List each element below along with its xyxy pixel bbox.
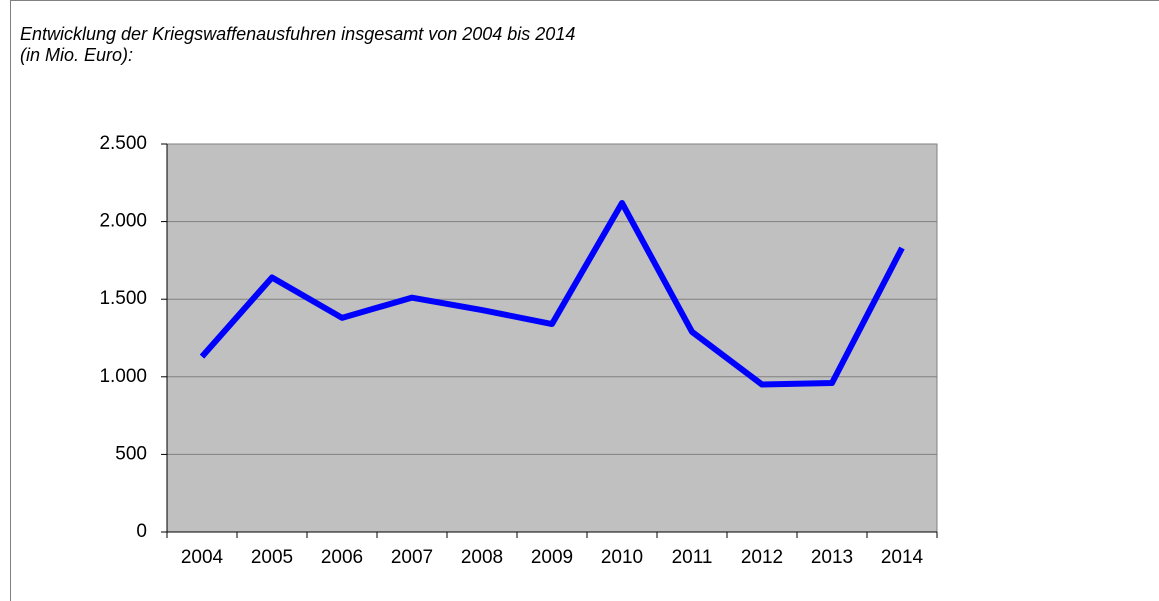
x-tick-label: 2013 (811, 547, 853, 568)
y-tick-label: 1.500 (99, 288, 147, 309)
x-tick-label: 2009 (531, 547, 573, 568)
x-tick-label: 2008 (461, 547, 503, 568)
chart-subtitle: (in Mio. Euro): (20, 45, 133, 65)
y-tick-label: 500 (115, 443, 147, 464)
chart-title: Entwicklung der Kriegswaffenausfuhren in… (20, 24, 575, 44)
y-tick-label: 2.000 (99, 211, 147, 232)
y-tick-label: 0 (136, 521, 147, 542)
y-tick-label: 1.000 (99, 366, 147, 387)
plot-area (166, 143, 938, 533)
x-tick-label: 2010 (601, 547, 643, 568)
x-tick-label: 2004 (181, 547, 224, 568)
data-line (199, 199, 905, 388)
x-tick-label: 2014 (881, 547, 924, 568)
y-tick-label: 2.500 (99, 133, 147, 154)
x-tick-label: 2006 (321, 547, 363, 568)
x-tick-label: 2005 (251, 547, 293, 568)
x-tick-label: 2007 (391, 547, 433, 568)
x-tick-label: 2012 (741, 547, 783, 568)
x-tick-label: 2011 (672, 547, 713, 568)
